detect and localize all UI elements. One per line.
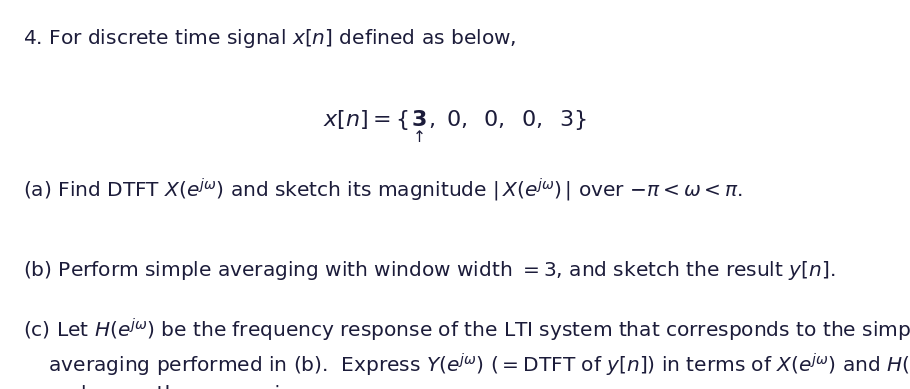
Text: (c) Let $H(e^{j\omega})$ be the frequency response of the LTI system that corres: (c) Let $H(e^{j\omega})$ be the frequenc… — [23, 317, 910, 344]
Text: averaging performed in (b).  Express $Y(e^{j\omega})$ ($=$DTFT of $y[n]$) in ter: averaging performed in (b). Express $Y(e… — [23, 352, 910, 379]
Text: 4. For discrete time signal $x[n]$ defined as below,: 4. For discrete time signal $x[n]$ defin… — [23, 27, 516, 50]
Text: (b) Perform simple averaging with window width $= 3$, and sketch the result $y[n: (b) Perform simple averaging with window… — [23, 259, 835, 282]
Text: and prove the expression.: and prove the expression. — [23, 385, 311, 389]
Text: (a) Find DTFT $X(e^{j\omega})$ and sketch its magnitude $|\,X(e^{j\omega})\,|$ o: (a) Find DTFT $X(e^{j\omega})$ and sketc… — [23, 177, 743, 204]
Text: $x[n]=\{\underset{\uparrow}{\mathbf{3}},\;0,\;\;0,\;\;0,\;\;3\}$: $x[n]=\{\underset{\uparrow}{\mathbf{3}},… — [323, 109, 587, 145]
